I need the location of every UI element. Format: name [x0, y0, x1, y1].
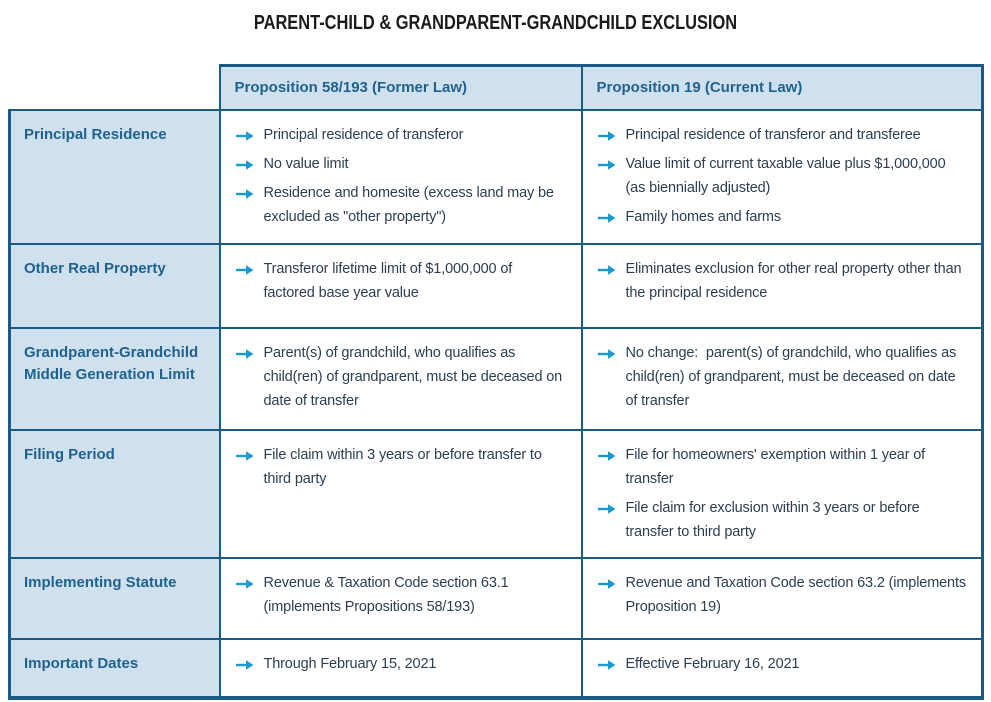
row-label: Other Real Property	[8, 242, 221, 329]
list-item: File claim within 3 years or before tran…	[235, 443, 567, 491]
bullet-text: Value limit of current taxable value plu…	[625, 155, 946, 196]
cell-current-law: No change: parent(s) of grandchild, who …	[580, 326, 984, 431]
table-row-implementing-statute: Implementing Statute Revenue & Taxation …	[8, 556, 984, 640]
right-arrow-icon	[235, 187, 254, 205]
bullet-list: Revenue & Taxation Code section 63.1 (im…	[235, 571, 567, 619]
bullet-text: Transferor lifetime limit of $1,000,000 …	[263, 260, 513, 301]
row-label: Principal Residence	[8, 108, 221, 245]
cell-former-law: Revenue & Taxation Code section 63.1 (im…	[218, 556, 583, 640]
comparison-table: Proposition 58/193 (Former Law) Proposit…	[8, 64, 984, 700]
bullet-text: Principal residence of transferor and tr…	[625, 126, 921, 143]
list-item: Residence and homesite (excess land may …	[235, 181, 567, 229]
right-arrow-icon	[597, 502, 616, 520]
header-row: Proposition 58/193 (Former Law) Proposit…	[9, 64, 984, 111]
cell-former-law: Transferor lifetime limit of $1,000,000 …	[218, 242, 583, 329]
right-arrow-icon	[597, 263, 616, 281]
right-arrow-icon	[597, 658, 616, 676]
list-item: Parent(s) of grandchild, who qualifies a…	[235, 341, 567, 413]
table-row-middle-generation-limit: Grandparent-Grandchild Middle Generation…	[8, 326, 984, 431]
cell-former-law: Through February 15, 2021	[218, 637, 583, 700]
row-label: Filing Period	[8, 428, 221, 559]
right-arrow-icon	[235, 129, 254, 147]
right-arrow-icon	[597, 129, 616, 147]
cell-current-law: Principal residence of transferor and tr…	[580, 108, 984, 245]
list-item: No change: parent(s) of grandchild, who …	[597, 341, 968, 413]
list-item: No value limit	[235, 152, 567, 176]
list-item: Principal residence of transferor	[235, 123, 567, 147]
bullet-text: Effective February 16, 2021	[625, 655, 800, 672]
list-item: Transferor lifetime limit of $1,000,000 …	[235, 257, 567, 305]
right-arrow-icon	[235, 263, 254, 281]
right-arrow-icon	[235, 577, 254, 595]
right-arrow-icon	[597, 347, 616, 365]
table-row-important-dates: Important Dates Through February 15, 202…	[8, 637, 984, 700]
table-row-filing-period: Filing Period File claim within 3 years …	[8, 428, 984, 559]
table-row-other-real-property: Other Real Property Transferor lifetime …	[8, 242, 984, 329]
list-item: Effective February 16, 2021	[597, 652, 968, 676]
list-item: Value limit of current taxable value plu…	[597, 152, 968, 200]
bullet-list: Principal residence of transferor and tr…	[597, 123, 968, 229]
bullet-text: File claim within 3 years or before tran…	[263, 446, 542, 487]
table-row-principal-residence: Principal Residence Principal residence …	[8, 108, 984, 245]
bullet-text: Through February 15, 2021	[263, 655, 437, 672]
right-arrow-icon	[597, 211, 616, 229]
column-header-current-law: Proposition 19 (Current Law)	[580, 64, 984, 111]
row-label: Grandparent-Grandchild Middle Generation…	[8, 326, 221, 431]
cell-current-law: Revenue and Taxation Code section 63.2 (…	[580, 556, 984, 640]
right-arrow-icon	[597, 158, 616, 176]
right-arrow-icon	[597, 577, 616, 595]
bullet-text: Family homes and farms	[625, 208, 782, 225]
list-item: Revenue & Taxation Code section 63.1 (im…	[235, 571, 567, 619]
page-title: PARENT-CHILD & GRANDPARENT-GRANDCHILD EX…	[253, 12, 738, 34]
list-item: Family homes and farms	[597, 205, 968, 229]
bullet-list: File for homeowners' exemption within 1 …	[597, 443, 968, 544]
bullet-text: File claim for exclusion within 3 years …	[625, 499, 920, 540]
cell-current-law: File for homeowners' exemption within 1 …	[580, 428, 984, 559]
bullet-text: No change: parent(s) of grandchild, who …	[625, 344, 957, 409]
bullet-list: Revenue and Taxation Code section 63.2 (…	[597, 571, 968, 619]
bullet-list: Transferor lifetime limit of $1,000,000 …	[235, 257, 567, 305]
right-arrow-icon	[235, 658, 254, 676]
row-label: Implementing Statute	[8, 556, 221, 640]
list-item: File claim for exclusion within 3 years …	[597, 496, 968, 544]
list-item: Eliminates exclusion for other real prop…	[597, 257, 968, 305]
cell-former-law: Parent(s) of grandchild, who qualifies a…	[218, 326, 583, 431]
bullet-list: Principal residence of transferor No val…	[235, 123, 567, 229]
list-item: File for homeowners' exemption within 1 …	[597, 443, 968, 491]
right-arrow-icon	[235, 158, 254, 176]
bullet-text: Revenue and Taxation Code section 63.2 (…	[625, 574, 967, 615]
cell-former-law: Principal residence of transferor No val…	[218, 108, 583, 245]
list-item: Principal residence of transferor and tr…	[597, 123, 968, 147]
bullet-text: File for homeowners' exemption within 1 …	[625, 446, 926, 487]
cell-current-law: Eliminates exclusion for other real prop…	[580, 242, 984, 329]
list-item: Revenue and Taxation Code section 63.2 (…	[597, 571, 968, 619]
cell-current-law: Effective February 16, 2021	[580, 637, 984, 700]
bullet-text: Principal residence of transferor	[263, 126, 464, 143]
column-header-former-law: Proposition 58/193 (Former Law)	[218, 64, 583, 111]
bullet-list: Eliminates exclusion for other real prop…	[597, 257, 968, 305]
bullet-text: Parent(s) of grandchild, who qualifies a…	[263, 344, 563, 409]
bullet-list: Effective February 16, 2021	[597, 652, 968, 676]
row-label: Important Dates	[8, 637, 221, 700]
bullet-text: No value limit	[263, 155, 349, 172]
list-item: Through February 15, 2021	[235, 652, 567, 676]
cell-former-law: File claim within 3 years or before tran…	[218, 428, 583, 559]
bullet-list: File claim within 3 years or before tran…	[235, 443, 567, 491]
bullet-list: Parent(s) of grandchild, who qualifies a…	[235, 341, 567, 413]
bullet-list: No change: parent(s) of grandchild, who …	[597, 341, 968, 413]
bullet-text: Revenue & Taxation Code section 63.1 (im…	[263, 574, 509, 615]
right-arrow-icon	[235, 347, 254, 365]
bullet-text: Eliminates exclusion for other real prop…	[625, 260, 962, 301]
table-corner-spacer	[9, 65, 220, 110]
right-arrow-icon	[235, 449, 254, 467]
bullet-list: Through February 15, 2021	[235, 652, 567, 676]
right-arrow-icon	[597, 449, 616, 467]
bullet-text: Residence and homesite (excess land may …	[263, 184, 554, 225]
